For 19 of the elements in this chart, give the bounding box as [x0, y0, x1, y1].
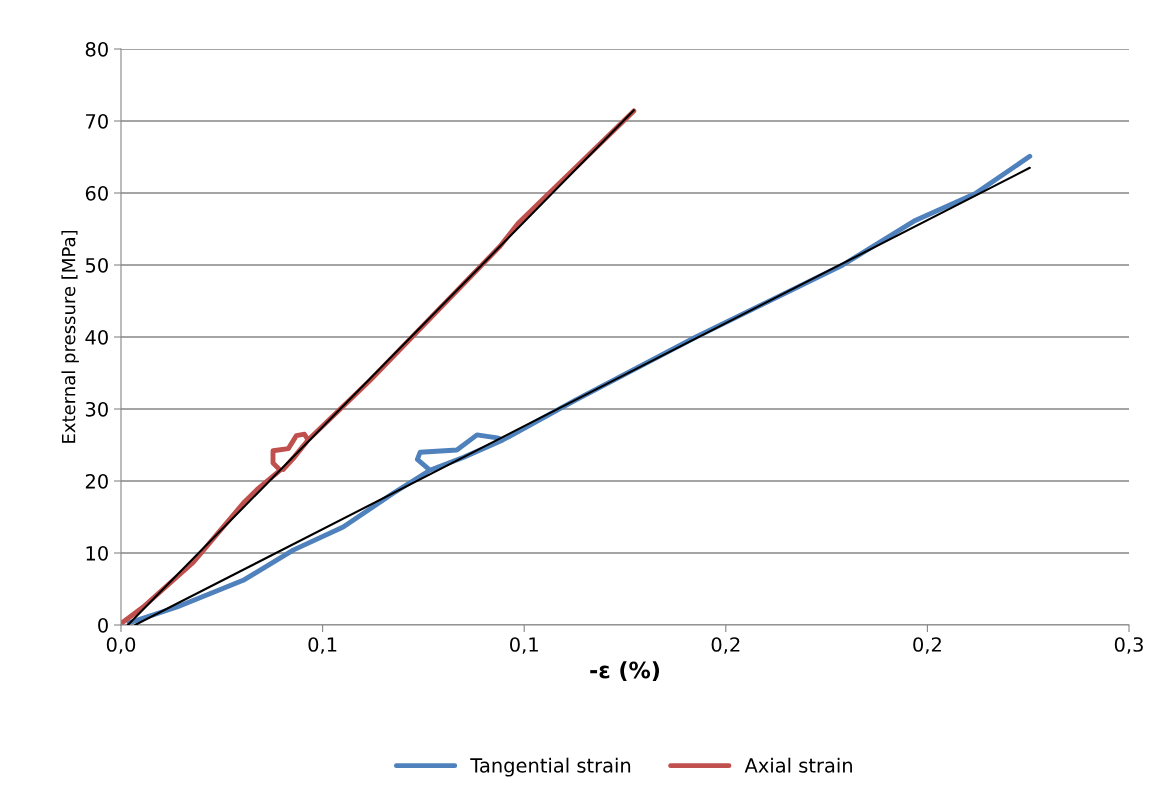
- y-tick-label: 10: [86, 545, 108, 561]
- y-tick-label: 70: [86, 113, 108, 129]
- y-tick-label: 0: [98, 617, 108, 633]
- y-tick-label: 40: [85, 329, 108, 345]
- y-tick-label: 50: [85, 257, 108, 273]
- x-tick-label: 0,1: [308, 637, 337, 654]
- x-axis-title: -ε (%): [590, 661, 660, 681]
- x-tick-label: 0,0: [106, 637, 136, 654]
- x-tick-label: 0,2: [913, 637, 941, 654]
- x-tick-label: 0,1: [510, 637, 538, 654]
- y-axis-title: External pressure [MPa]: [61, 230, 79, 443]
- y-tick-label: 30: [85, 401, 108, 417]
- x-tick-label: 0,2: [711, 637, 740, 654]
- y-tick-label: 60: [85, 185, 108, 201]
- y-tick-label: 20: [85, 473, 108, 489]
- y-tick-label: 80: [85, 41, 108, 57]
- x-tick-label: 0,3: [1114, 637, 1143, 654]
- legend-label: Tangential strain: [470, 757, 631, 777]
- legend-label: Axial strain: [744, 757, 852, 773]
